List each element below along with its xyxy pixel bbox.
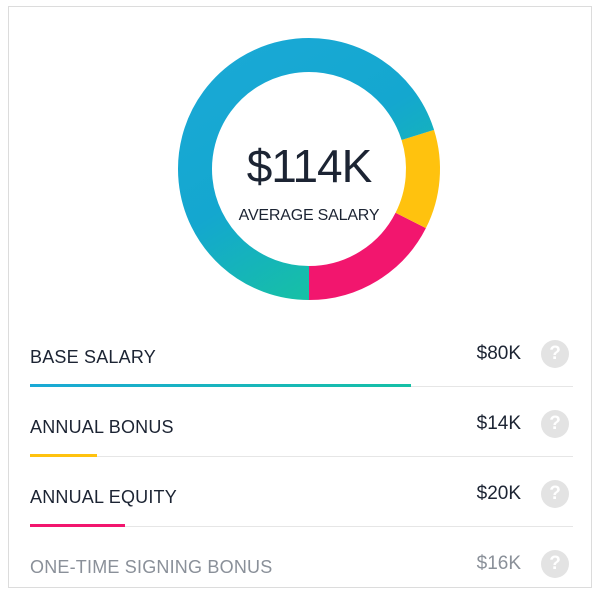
salary-row-signing: ONE-TIME SIGNING BONUS $16K ? (30, 527, 573, 596)
question-mark-icon[interactable]: ? (541, 340, 569, 368)
average-salary-label: AVERAGE SALARY (238, 207, 380, 224)
row-value: $20K (476, 483, 521, 504)
salary-breakdown-list: BASE SALARY $80K ? ANNUAL BONUS $14K ? A… (30, 317, 573, 596)
row-label: ANNUAL EQUITY (30, 487, 177, 507)
question-mark-icon[interactable]: ? (541, 550, 569, 578)
salary-row-equity: ANNUAL EQUITY $20K ? (30, 457, 573, 527)
row-label: ONE-TIME SIGNING BONUS (30, 557, 273, 577)
salary-row-base: BASE SALARY $80K ? (30, 317, 573, 387)
row-value: $80K (476, 343, 521, 364)
donut-segment-annual-bonus (395, 129, 440, 229)
average-salary-amount: $114K (246, 140, 373, 192)
question-mark-icon[interactable]: ? (541, 410, 569, 438)
row-value: $16K (476, 553, 521, 574)
salary-donut-chart: $114K AVERAGE SALARY (169, 29, 449, 309)
question-mark-icon[interactable]: ? (541, 480, 569, 508)
row-value: $14K (476, 413, 521, 434)
row-label: BASE SALARY (30, 347, 156, 367)
row-progress-bar (30, 454, 97, 457)
donut-segment-annual-equity (308, 212, 426, 300)
salary-card: $114K AVERAGE SALARY BASE SALARY $80K ? … (8, 6, 592, 588)
row-progress-bar (30, 384, 411, 387)
row-progress-bar (30, 524, 125, 527)
donut-segment-base-salary (178, 38, 435, 300)
donut-svg (178, 38, 440, 300)
salary-row-bonus: ANNUAL BONUS $14K ? (30, 387, 573, 457)
row-label: ANNUAL BONUS (30, 417, 174, 437)
